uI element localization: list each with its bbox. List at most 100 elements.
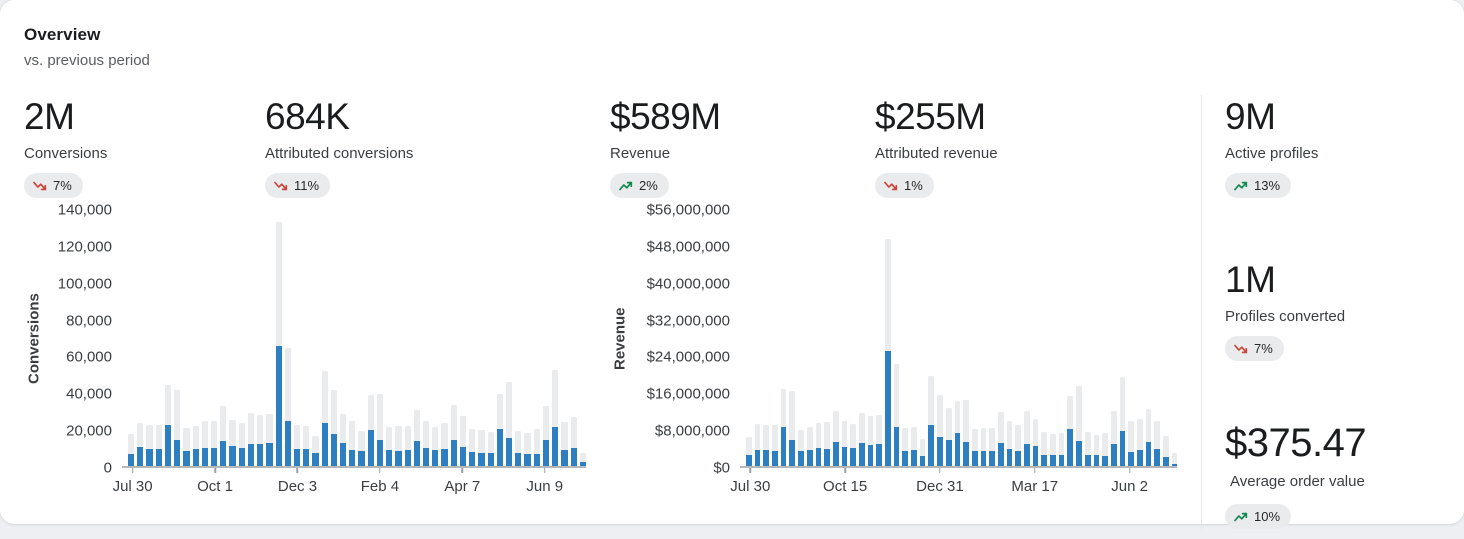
- bar[interactable]: [257, 210, 264, 466]
- bar[interactable]: [1076, 210, 1082, 466]
- bar[interactable]: [1154, 210, 1160, 466]
- bar[interactable]: [945, 210, 952, 466]
- bar[interactable]: [487, 210, 494, 466]
- bar[interactable]: [395, 210, 402, 466]
- bar[interactable]: [789, 210, 796, 466]
- bar[interactable]: [954, 210, 961, 466]
- bar[interactable]: [1145, 210, 1152, 466]
- bar[interactable]: [928, 210, 935, 466]
- bar[interactable]: [1067, 210, 1074, 466]
- bar[interactable]: [937, 210, 943, 466]
- bar[interactable]: [137, 210, 144, 466]
- bar[interactable]: [780, 210, 787, 466]
- bar[interactable]: [1093, 210, 1100, 466]
- bar[interactable]: [1110, 210, 1117, 466]
- bar[interactable]: [1163, 210, 1169, 466]
- bar[interactable]: [505, 210, 513, 466]
- bar[interactable]: [579, 210, 586, 466]
- bar[interactable]: [229, 210, 236, 466]
- bar[interactable]: [1015, 210, 1021, 466]
- bar[interactable]: [858, 210, 865, 466]
- bar[interactable]: [293, 210, 301, 466]
- bar[interactable]: [192, 210, 199, 466]
- bar[interactable]: [806, 210, 813, 466]
- bar[interactable]: [220, 210, 227, 466]
- bar[interactable]: [469, 210, 476, 466]
- bar[interactable]: [1084, 210, 1091, 466]
- bar[interactable]: [980, 210, 987, 466]
- bar[interactable]: [496, 210, 503, 466]
- bar[interactable]: [321, 210, 328, 466]
- bar[interactable]: [893, 210, 900, 466]
- bar[interactable]: [303, 210, 310, 466]
- bar[interactable]: [349, 210, 356, 466]
- bar[interactable]: [210, 210, 218, 466]
- bar[interactable]: [746, 210, 752, 466]
- bar[interactable]: [824, 210, 830, 466]
- bar[interactable]: [201, 210, 208, 466]
- bar[interactable]: [238, 210, 245, 466]
- bar[interactable]: [155, 210, 162, 466]
- bar[interactable]: [832, 210, 839, 466]
- bar[interactable]: [841, 210, 848, 466]
- bar[interactable]: [533, 210, 540, 466]
- bar[interactable]: [367, 210, 374, 466]
- bar[interactable]: [561, 210, 568, 466]
- bar[interactable]: [1136, 210, 1143, 466]
- bar[interactable]: [524, 210, 531, 466]
- bar[interactable]: [340, 210, 347, 466]
- bar[interactable]: [902, 210, 909, 466]
- bar[interactable]: [164, 210, 172, 466]
- bar[interactable]: [376, 210, 384, 466]
- bar[interactable]: [552, 210, 559, 466]
- bar[interactable]: [815, 210, 822, 466]
- bar[interactable]: [386, 210, 393, 466]
- bar[interactable]: [1128, 210, 1134, 466]
- bar[interactable]: [885, 210, 891, 466]
- bar[interactable]: [266, 210, 273, 466]
- bar[interactable]: [432, 210, 439, 466]
- bar[interactable]: [450, 210, 457, 466]
- bar[interactable]: [174, 210, 181, 466]
- bar[interactable]: [128, 210, 135, 466]
- bar[interactable]: [183, 210, 190, 466]
- bar[interactable]: [919, 210, 926, 466]
- bar[interactable]: [876, 210, 882, 466]
- bar[interactable]: [404, 210, 411, 466]
- bar[interactable]: [413, 210, 420, 466]
- bar[interactable]: [441, 210, 448, 466]
- bar[interactable]: [850, 210, 856, 466]
- bar[interactable]: [754, 210, 761, 466]
- bar[interactable]: [971, 210, 978, 466]
- bar[interactable]: [1171, 210, 1178, 466]
- bar[interactable]: [1058, 210, 1065, 466]
- bar[interactable]: [275, 210, 282, 466]
- bar[interactable]: [358, 210, 365, 466]
- bar[interactable]: [570, 210, 577, 466]
- bar[interactable]: [330, 210, 338, 466]
- bar[interactable]: [1050, 210, 1056, 466]
- bar[interactable]: [867, 210, 874, 466]
- bar[interactable]: [459, 210, 467, 466]
- bar[interactable]: [1041, 210, 1048, 466]
- bar[interactable]: [1102, 210, 1108, 466]
- bar[interactable]: [542, 210, 550, 466]
- bar[interactable]: [772, 210, 778, 466]
- bar[interactable]: [146, 210, 153, 466]
- bar[interactable]: [798, 210, 804, 466]
- bar[interactable]: [911, 210, 917, 466]
- bar[interactable]: [247, 210, 255, 466]
- bar[interactable]: [1024, 210, 1030, 466]
- bar[interactable]: [423, 210, 430, 466]
- bar[interactable]: [763, 210, 770, 466]
- bar[interactable]: [989, 210, 995, 466]
- bar[interactable]: [997, 210, 1004, 466]
- bar[interactable]: [478, 210, 485, 466]
- bar[interactable]: [963, 210, 969, 466]
- bar[interactable]: [1032, 210, 1039, 466]
- bar[interactable]: [312, 210, 319, 466]
- bar[interactable]: [1119, 210, 1126, 466]
- bar[interactable]: [284, 210, 291, 466]
- bar[interactable]: [515, 210, 522, 466]
- bar[interactable]: [1006, 210, 1013, 466]
